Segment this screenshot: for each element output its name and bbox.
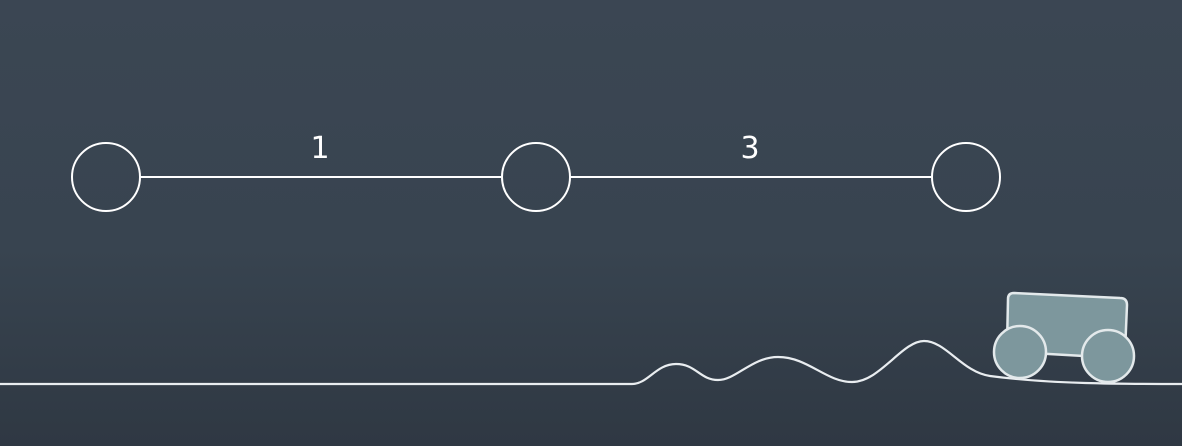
terrain-line (0, 339, 1182, 386)
graph-node-1 (71, 142, 141, 212)
graph-node-2 (501, 142, 571, 212)
edge-label-n1-n2: 1 (310, 131, 329, 166)
rover-wheel-left (992, 324, 1048, 380)
rover-wheel-right (1080, 328, 1136, 384)
rover-icon (992, 291, 1136, 384)
edge-label-n2-n3: 3 (740, 131, 759, 166)
graph-node-3 (931, 142, 1001, 212)
